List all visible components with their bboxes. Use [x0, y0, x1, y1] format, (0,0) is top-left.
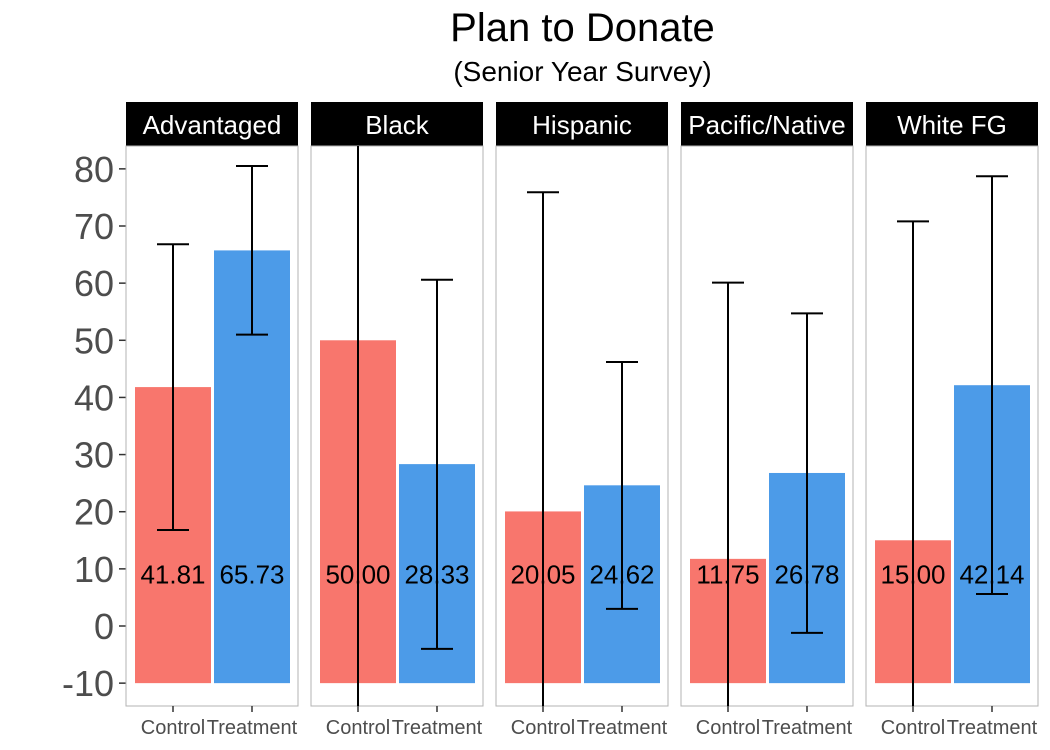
- y-tick-label: 80: [74, 149, 114, 190]
- chart-title: Plan to Donate: [450, 6, 715, 50]
- data-label: 11.75: [696, 560, 759, 590]
- facet-strip: [681, 102, 853, 146]
- x-tick-label: Control: [696, 717, 760, 739]
- y-tick-label: 40: [74, 377, 114, 418]
- y-tick-label: 30: [74, 435, 114, 476]
- data-label: 20.05: [510, 560, 575, 590]
- x-tick-label: Treatment: [762, 717, 853, 739]
- data-label: 41.81: [140, 560, 205, 590]
- facet-label: Black: [365, 110, 430, 140]
- y-tick-label: 0: [94, 606, 114, 647]
- facet-strip: [126, 102, 298, 146]
- data-label: 26.78: [774, 560, 839, 590]
- facet-strip: [311, 102, 483, 146]
- data-label: 42.14: [959, 560, 1024, 590]
- facet-label: Pacific/Native: [688, 110, 846, 140]
- facet-panel: [125, 145, 299, 707]
- x-tick-label: Control: [326, 717, 390, 739]
- y-tick-label: -10: [62, 663, 114, 704]
- facet-panel: [495, 145, 669, 707]
- y-tick-label: 50: [74, 320, 114, 361]
- y-tick-label: 70: [74, 206, 114, 247]
- facet-strip: [866, 102, 1038, 146]
- data-label: 24.62: [589, 560, 654, 590]
- facet-strip: [496, 102, 668, 146]
- facet-label: Advantaged: [143, 110, 282, 140]
- facet-panel: [310, 145, 484, 707]
- data-label: 15.00: [880, 560, 945, 590]
- x-tick-label: Treatment: [577, 717, 668, 739]
- facet-panel: [680, 145, 854, 707]
- data-label: 65.73: [219, 560, 284, 590]
- x-tick-label: Treatment: [207, 717, 298, 739]
- facet-label: White FG: [897, 110, 1007, 140]
- y-tick-label: 10: [74, 549, 114, 590]
- data-label: 50.00: [325, 560, 390, 590]
- x-tick-label: Control: [881, 717, 945, 739]
- facet-panel: [865, 145, 1039, 707]
- data-label: 28.33: [404, 560, 469, 590]
- x-tick-label: Control: [141, 717, 205, 739]
- facet-label: Hispanic: [532, 110, 632, 140]
- x-tick-label: Treatment: [392, 717, 483, 739]
- chart-subtitle: (Senior Year Survey): [453, 56, 712, 87]
- y-tick-label: 20: [74, 492, 114, 533]
- x-tick-label: Treatment: [947, 717, 1038, 739]
- x-tick-label: Control: [511, 717, 575, 739]
- y-tick-label: 60: [74, 263, 114, 304]
